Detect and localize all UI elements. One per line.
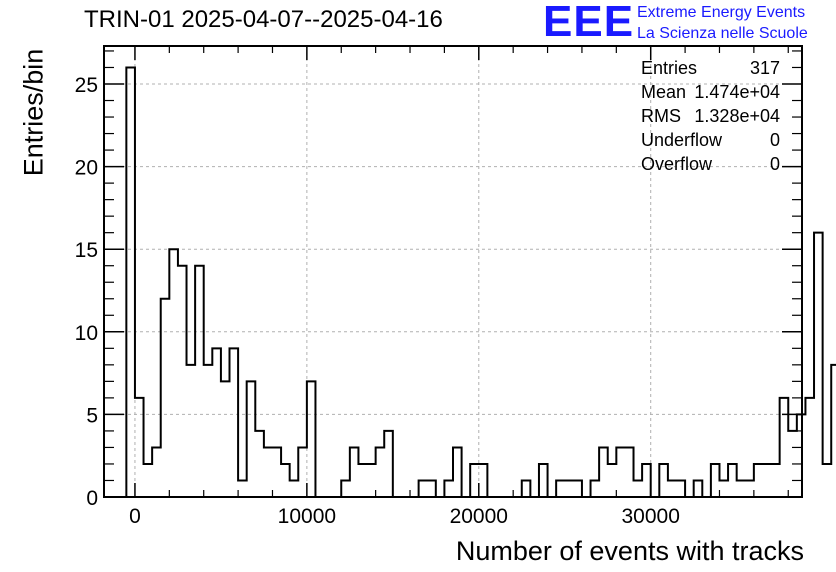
y-tick-label: 25 [75, 74, 98, 97]
stat-row-rms: RMS 1.328e+04 [641, 106, 780, 130]
stat-row-overflow: Overflow 0 [641, 154, 780, 178]
logo-line-1: Extreme Energy Events [637, 4, 806, 21]
x-tick-label: 0 [129, 505, 141, 528]
y-axis-label: Entries/bin [18, 48, 49, 176]
stat-value: 0 [769, 130, 780, 150]
y-tick-label: 15 [75, 239, 98, 262]
x-tick-label: 20000 [450, 505, 508, 528]
y-tick-label: 0 [86, 487, 98, 510]
stat-name: Mean [641, 82, 687, 102]
stat-name: Underflow [641, 130, 723, 150]
stat-row-entries: Entries 317 [641, 58, 780, 82]
chart-title: TRIN-01 2025-04-07--2025-04-16 [84, 6, 443, 33]
stat-name: Overflow [641, 154, 713, 174]
x-tick-label: 10000 [278, 505, 336, 528]
grid-lines [104, 46, 802, 497]
y-tick-label: 20 [75, 157, 98, 180]
eee-logo: EEE [543, 0, 635, 46]
stat-value: 1.474e+04 [694, 82, 780, 102]
x-axis-label: Number of events with tracks [455, 536, 804, 566]
stat-value: 0 [769, 154, 780, 174]
stat-value: 1.328e+04 [694, 106, 780, 126]
stat-row-underflow: Underflow 0 [641, 130, 780, 154]
plot-frame [103, 45, 803, 498]
tick-labels: 0 10000 20000 30000 0 5 10 15 20 25 [75, 74, 680, 528]
histogram-outline [125, 66, 836, 498]
stat-value: 317 [749, 58, 780, 78]
y-tick-label: 5 [86, 404, 98, 427]
stat-name: Entries [641, 58, 698, 78]
x-tick-label: 30000 [622, 505, 680, 528]
stat-name: RMS [641, 106, 681, 126]
logo-line-2: La Scienza nelle Scuole [637, 25, 808, 42]
histogram-bars [125, 66, 836, 498]
stat-row-mean: Mean 1.474e+04 [641, 82, 780, 106]
y-tick-label: 10 [75, 322, 98, 345]
axis-ticks [104, 46, 802, 498]
stats-box: Entries 317 Mean 1.474e+04 RMS 1.328e+04… [641, 58, 780, 178]
